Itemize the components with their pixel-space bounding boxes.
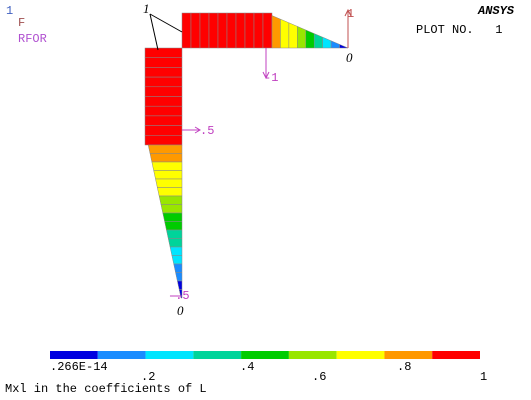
- color-swatch: [50, 351, 98, 359]
- color-bar: [50, 351, 480, 359]
- cell: [171, 255, 183, 265]
- legend-label: .4: [240, 360, 254, 374]
- cell: [288, 22, 298, 49]
- cell: [181, 12, 192, 49]
- cell: [262, 12, 273, 49]
- cell: [151, 161, 183, 171]
- cell: [167, 238, 183, 248]
- cell: [217, 12, 228, 49]
- value-label: 1: [347, 7, 354, 21]
- node-label: 1: [143, 1, 150, 16]
- legend-caption: Mxl in the coefficients of L: [5, 382, 207, 396]
- cell: [190, 12, 201, 49]
- cell: [144, 86, 183, 97]
- value-label: -1: [264, 71, 278, 85]
- color-swatch: [288, 351, 337, 359]
- value-label: 0: [177, 303, 184, 318]
- value-label: .5: [200, 124, 214, 138]
- cell: [144, 47, 183, 58]
- cell: [208, 12, 219, 49]
- value-label: -.5: [168, 289, 190, 303]
- cell: [157, 187, 183, 197]
- cell: [166, 229, 183, 239]
- cell: [280, 18, 290, 49]
- legend-label: .266E-14: [50, 360, 108, 374]
- cell: [199, 12, 210, 49]
- cell: [235, 12, 246, 49]
- cell: [162, 212, 183, 222]
- color-swatch: [241, 351, 289, 359]
- cell: [144, 76, 183, 88]
- cell: [149, 153, 183, 163]
- cell: [144, 67, 183, 78]
- result-label: RFOR: [18, 32, 47, 46]
- color-swatch: [384, 351, 433, 359]
- color-swatch: [193, 351, 242, 359]
- value-label: 0: [346, 50, 353, 65]
- legend-label: .6: [312, 370, 326, 384]
- cell: [226, 12, 237, 49]
- cell: [244, 12, 255, 49]
- model: [144, 12, 349, 299]
- cell: [153, 170, 183, 180]
- window-number: 1: [6, 4, 13, 18]
- cell: [253, 12, 264, 49]
- cell: [144, 115, 183, 126]
- arrow-head: [262, 71, 270, 80]
- cell: [158, 195, 183, 205]
- logo: ANSYS: [477, 4, 515, 18]
- cell: [144, 96, 183, 107]
- cell: [155, 178, 183, 188]
- cell: [297, 25, 307, 49]
- cell: [144, 125, 183, 136]
- load-label: F: [18, 16, 25, 30]
- leader: [149, 13, 183, 33]
- cell: [169, 246, 183, 256]
- legend-label: .2: [141, 370, 155, 384]
- legend-labels: .266E-14 .2 .4 .6 .8 1: [50, 360, 487, 384]
- cell: [339, 44, 349, 49]
- cell: [160, 204, 183, 214]
- color-swatch: [432, 351, 480, 359]
- arrow-head: [344, 8, 352, 17]
- cell: [144, 57, 183, 68]
- color-swatch: [97, 351, 146, 359]
- legend-label: 1: [480, 370, 487, 384]
- color-swatch: [145, 351, 194, 359]
- cell: [147, 144, 183, 154]
- cell: [144, 105, 183, 117]
- color-swatch: [336, 351, 385, 359]
- cell: [271, 15, 281, 49]
- cell: [144, 135, 183, 146]
- legend-label: .8: [397, 360, 411, 374]
- plot-number: PLOT NO. 1: [416, 23, 502, 37]
- leader: [149, 13, 159, 51]
- arrow-head: [194, 126, 201, 134]
- cell: [164, 221, 183, 231]
